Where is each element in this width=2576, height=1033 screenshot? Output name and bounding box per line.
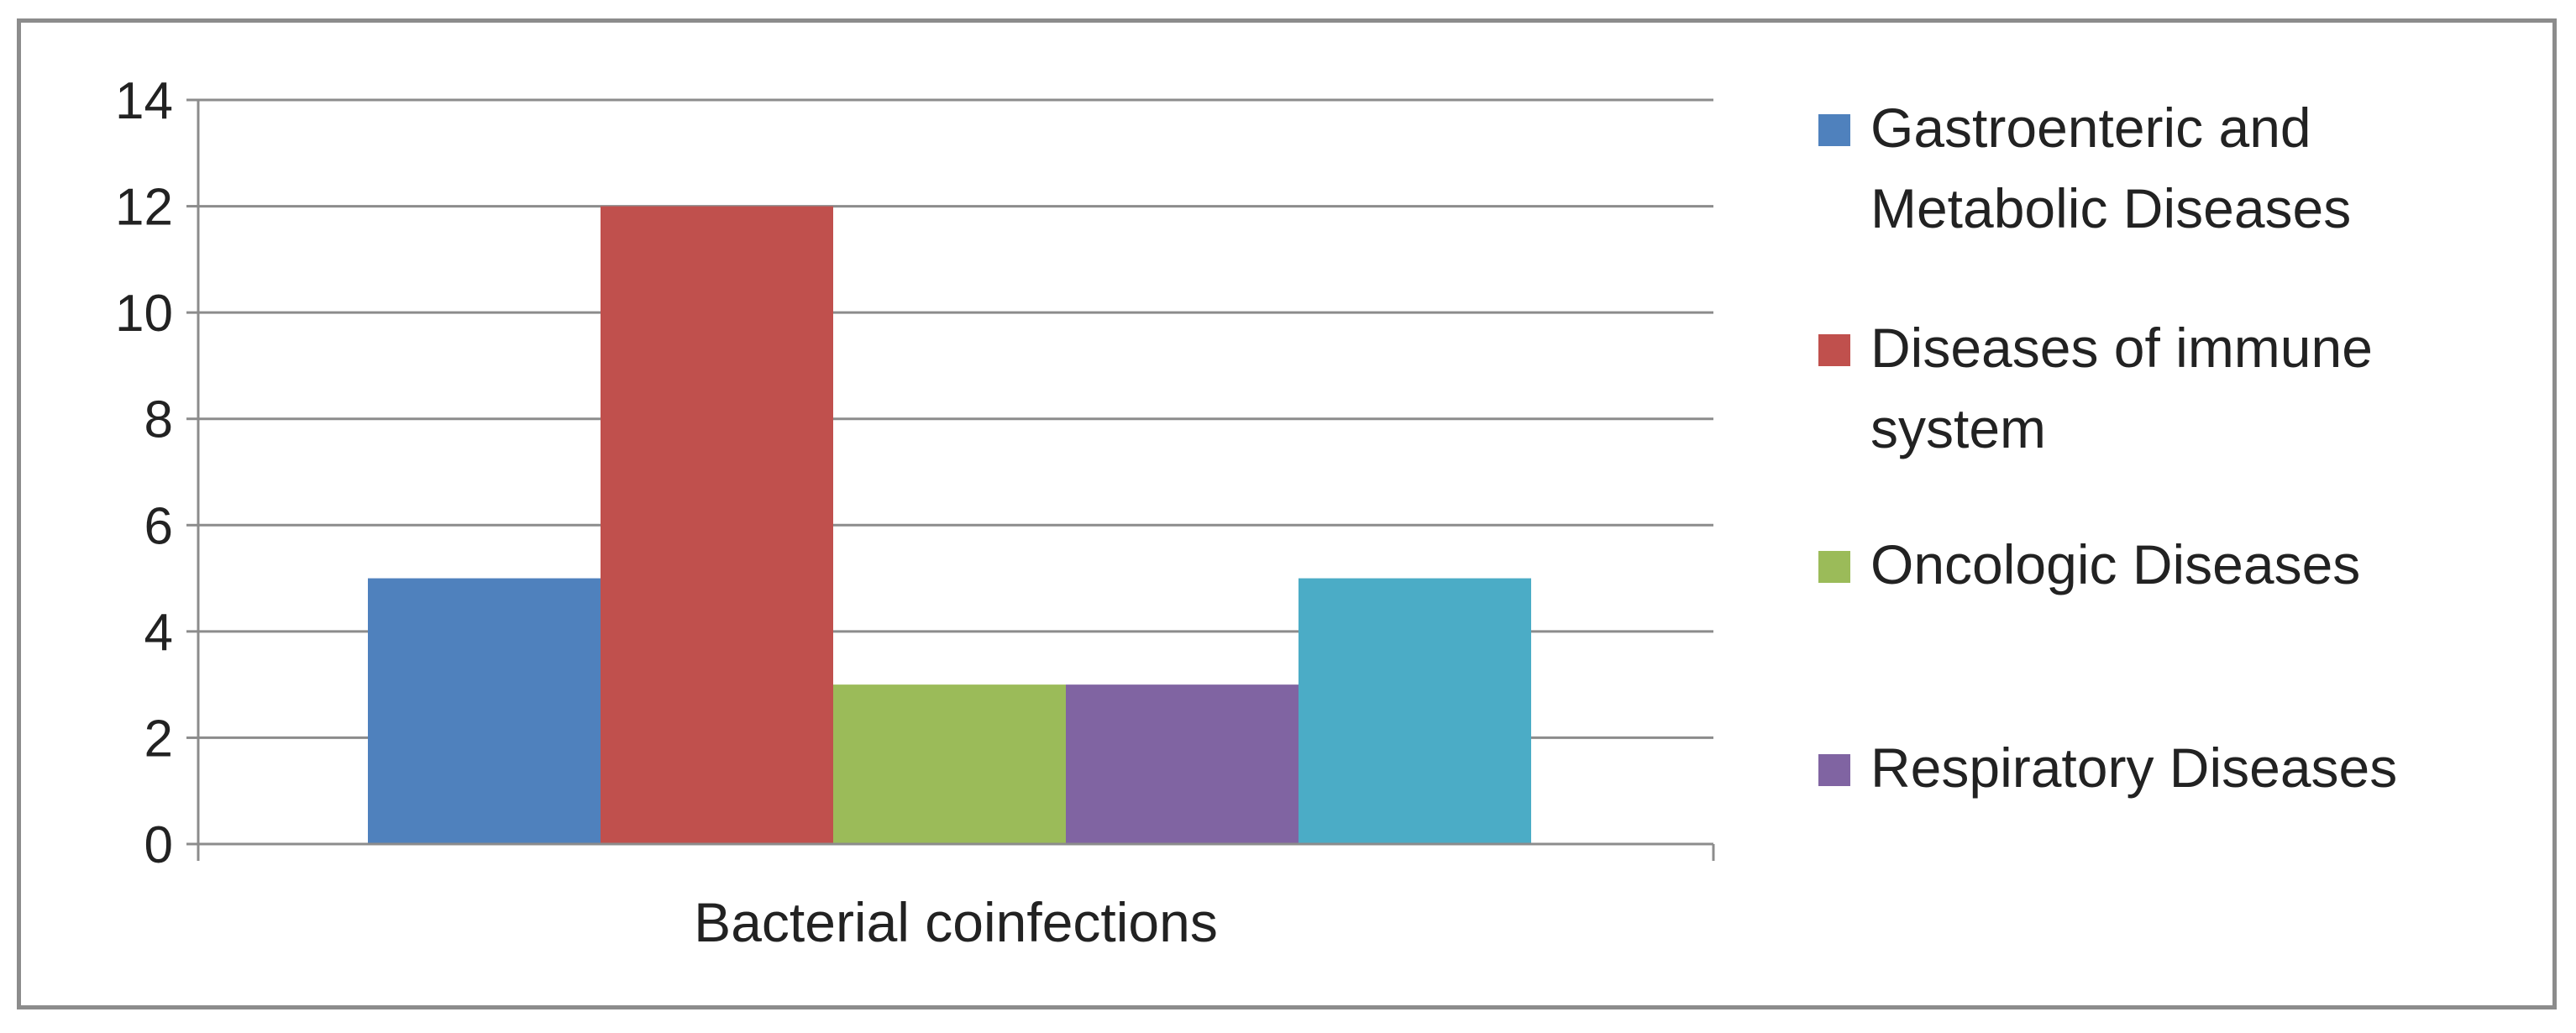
legend-label: Respiratory Diseases [1870, 737, 2397, 799]
y-tick-label: 14 [115, 72, 173, 130]
y-tick-label: 2 [144, 710, 173, 768]
bar-chart: 0 2 4 6 8 10 12 14 Bacterial coinfections Gastr… [115, 72, 2397, 953]
y-tick-label: 8 [144, 391, 173, 449]
y-tick-label: 0 [144, 816, 173, 874]
legend-label: Oncologic Diseases [1870, 533, 2360, 595]
y-tick-label: 10 [115, 285, 173, 343]
legend-swatch [1818, 551, 1850, 583]
chart-frame: 0 2 4 6 8 10 12 14 Bacterial coinfections Gastr… [17, 18, 2557, 1009]
bar-series-1 [368, 578, 601, 844]
bar-series-3 [833, 684, 1066, 844]
x-category-label: Bacterial coinfections [694, 891, 1218, 953]
y-tick-label: 6 [144, 497, 173, 555]
legend-label: Metabolic Diseases [1870, 177, 2351, 239]
legend-label: system [1870, 397, 2046, 459]
y-tick-label: 12 [115, 179, 173, 237]
legend-swatch [1818, 114, 1850, 146]
bars [368, 206, 1531, 845]
y-tick-labels: 0 2 4 6 8 10 12 14 [115, 72, 173, 874]
bar-series-4 [1066, 684, 1298, 844]
legend-label: Gastroenteric and [1870, 97, 2311, 159]
x-category-labels: Bacterial coinfections [694, 891, 1218, 953]
y-tick-label: 4 [144, 604, 173, 662]
legend: Gastroenteric and Metabolic Diseases Disea… [1818, 97, 2397, 799]
legend-swatch [1818, 754, 1850, 786]
bar-series-2 [601, 206, 833, 845]
bar-series-5 [1298, 578, 1531, 844]
axes [186, 98, 1715, 861]
legend-label: Diseases of immune [1870, 317, 2373, 379]
legend-swatch [1818, 334, 1850, 366]
